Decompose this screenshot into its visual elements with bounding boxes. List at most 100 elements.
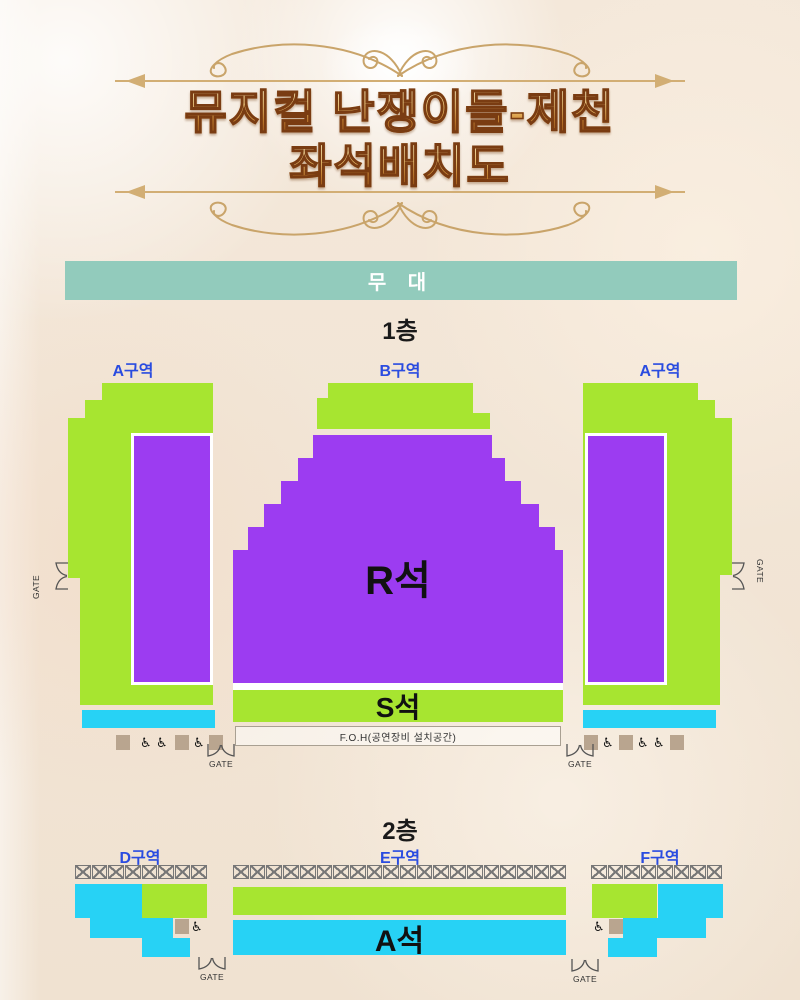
r-seat-label: R석: [365, 559, 431, 603]
companion-seat-square: [619, 735, 633, 750]
floor2-d-cyan-step: [142, 938, 190, 957]
gate: GATE: [570, 959, 600, 984]
divider-line-bottom: [115, 191, 685, 193]
section-label-d: D구역: [119, 850, 161, 867]
companion-seat-square: [175, 919, 189, 934]
crossed-box: [158, 865, 174, 879]
crossed-box: [283, 865, 299, 879]
crossed-box: [333, 865, 349, 879]
crossed-box: [624, 865, 640, 879]
gate: GATE: [565, 744, 595, 769]
foh-box: F.O.H(공연장비 설치공간): [235, 726, 561, 746]
floor1-right-purple-block: [585, 433, 667, 685]
xbox-row-e: [233, 865, 567, 879]
gate-label: GATE: [572, 974, 598, 984]
crossed-box: [366, 865, 383, 879]
floor1-center-green-cap: [328, 383, 473, 398]
xbox-row-d: [75, 865, 207, 879]
wheelchair-icon: ♿: [637, 735, 649, 750]
crossed-box: [174, 865, 191, 879]
floor2-d-green-block: [142, 884, 207, 918]
xbox-row-f: [591, 865, 722, 879]
gate-label: GATE: [755, 559, 765, 584]
wheelchair-icon: ♿: [193, 735, 205, 750]
crossed-box: [550, 865, 567, 879]
crossed-box: [690, 865, 706, 879]
crossed-box: [233, 865, 249, 879]
sparkle-glow: [320, 16, 480, 120]
floor2-e-green-strip: [233, 887, 566, 915]
floor2-f-accessible-row: ♿: [593, 919, 625, 935]
wheelchair-icon: ♿: [156, 735, 168, 750]
wheelchair-icon: ♿: [593, 919, 605, 934]
gate-icon: [207, 744, 235, 757]
section-label-b: B구역: [379, 363, 421, 380]
crossed-box: [249, 865, 266, 879]
floor2-f-cyan-block: [658, 884, 723, 918]
flourish-top-icon: [209, 43, 591, 78]
section-label-f: F구역: [640, 850, 680, 867]
wheelchair-icon: ♿: [602, 735, 614, 750]
crossed-box: [706, 865, 722, 879]
arrow-left-icon: [126, 74, 145, 88]
floor1-left-purple-block: [131, 433, 213, 685]
gate: GATE: [197, 957, 227, 982]
arrow-right-icon: [655, 74, 674, 88]
crossed-box: [416, 865, 433, 879]
floor1-right-cyan-strip: [583, 710, 716, 728]
crossed-box: [108, 865, 124, 879]
gate-label: GATE: [31, 574, 41, 599]
crossed-box: [91, 865, 108, 879]
companion-seat-square: [584, 735, 598, 750]
crossed-box: [141, 865, 158, 879]
floor2-f-green-block: [592, 884, 657, 918]
gate: GATE: [206, 744, 236, 769]
crossed-box: [500, 865, 516, 879]
arrow-right-icon: [655, 185, 674, 199]
floor2-f-cyan-step: [623, 918, 706, 938]
poster-title-line2: 좌석배치도: [0, 142, 800, 190]
gate-icon: [732, 562, 745, 590]
crossed-box: [673, 865, 689, 879]
poster-title-line1: 뮤지컬 난쟁이들-제천: [0, 88, 800, 136]
section-label-e: E구역: [379, 850, 421, 867]
crossed-box: [316, 865, 333, 879]
gate-label: GATE: [208, 759, 234, 769]
companion-seat-square: [609, 919, 623, 934]
crossed-box: [400, 865, 416, 879]
white-divider: [233, 683, 563, 690]
crossed-box: [450, 865, 466, 879]
gate-icon: [566, 744, 594, 757]
companion-seat-square: [116, 735, 130, 750]
crossed-box: [483, 865, 500, 879]
floor1-right-accessible-row: ♿ ♿ ♿: [584, 735, 694, 751]
a-seat-area: A석: [233, 920, 566, 958]
floor1-left-cyan-strip: [82, 710, 215, 728]
arrow-left-icon: [126, 185, 145, 199]
floor2-d-cyan-block: [75, 884, 142, 918]
companion-seat-square: [175, 735, 189, 750]
companion-seat-square: [209, 735, 223, 750]
gate-icon: [55, 562, 68, 590]
section-label-a-right: A구역: [639, 363, 681, 380]
crossed-box: [383, 865, 400, 879]
wheelchair-icon: ♿: [140, 735, 152, 750]
flourish-bottom-icon: [209, 201, 591, 236]
floor1-label: 1층: [382, 318, 418, 345]
crossed-box: [124, 865, 141, 879]
crossed-box: [266, 865, 283, 879]
crossed-box: [657, 865, 673, 879]
section-label-a-left: A구역: [112, 363, 154, 380]
crossed-box: [191, 865, 207, 879]
foh-label: F.O.H(공연장비 설치공간): [339, 732, 457, 744]
crossed-box: [75, 865, 91, 879]
gate-icon: [198, 957, 226, 970]
crossed-box: [299, 865, 316, 879]
companion-seat-square: [670, 735, 684, 750]
gate-label: GATE: [567, 759, 593, 769]
floor2-d-accessible-row: ♿: [175, 919, 207, 935]
divider-line-top: [115, 80, 685, 82]
crossed-box: [349, 865, 366, 879]
floor2-label: 2층: [382, 818, 418, 845]
